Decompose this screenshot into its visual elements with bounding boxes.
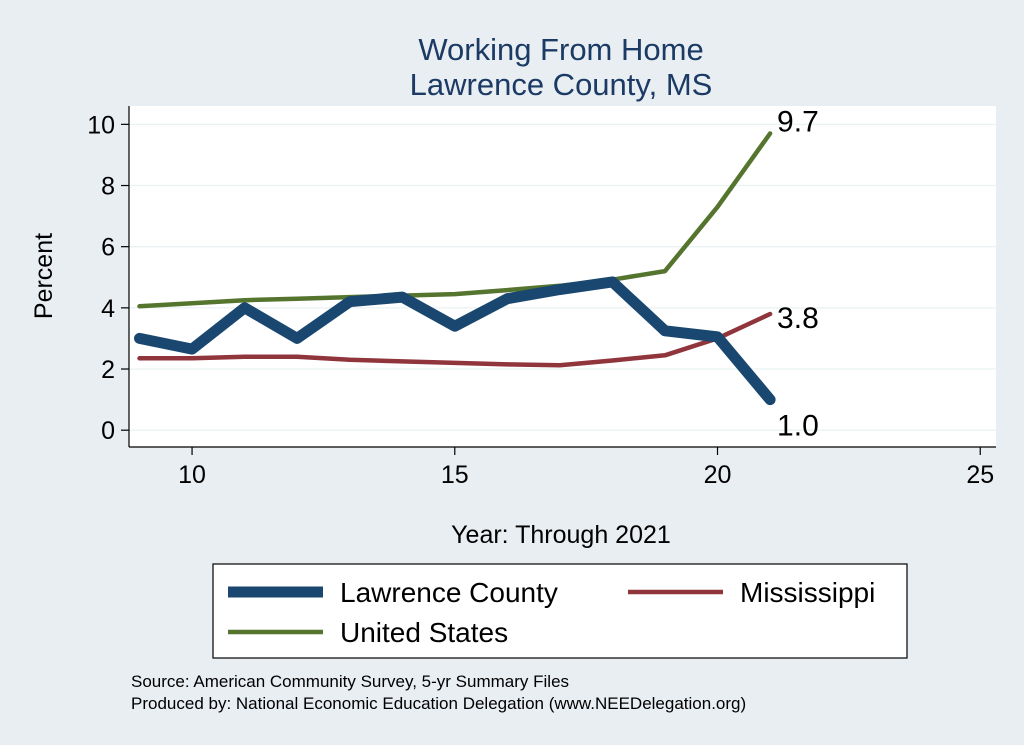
y-tick-label: 8 [101,173,115,201]
series-line-lawrence-county [134,276,776,406]
chart-title-line-2: Lawrence County, MS [410,67,713,102]
x-tick-label: 10 [178,461,206,489]
y-axis-title: Percent [30,233,58,319]
legend: Lawrence County Mississippi United States [228,577,875,648]
chart-title-line-1: Working From Home [418,32,703,67]
x-tick-label: 25 [966,461,994,489]
y-tick-label: 0 [101,417,115,445]
legend-label-united-states: United States [340,617,508,648]
series-lines [134,131,776,406]
end-label-lawrence-county: 1.0 [777,410,819,443]
source-note: Source: American Community Survey, 5-yr … [131,672,569,691]
series-line-mississippi [137,311,773,368]
producer-note: Produced by: National Economic Education… [131,694,746,713]
y-tick-label: 2 [101,356,115,384]
legend-label-lawrence-county: Lawrence County [340,577,558,608]
end-label-mississippi: 3.8 [777,302,819,335]
legend-box [212,563,908,659]
legend-label-mississippi: Mississippi [740,577,875,608]
x-tick-label: 15 [441,461,469,489]
y-tick-label: 10 [87,111,115,139]
plot-area [129,106,996,447]
gridlines [129,123,996,431]
axes: 0 2 4 6 8 10 10 15 20 25 [87,106,996,489]
x-tick-label: 20 [704,461,732,489]
series-line-united-states [137,131,773,309]
end-label-united-states: 9.7 [777,106,819,139]
y-tick-label: 6 [101,234,115,262]
end-labels: 3.8 9.7 1.0 [777,106,819,443]
y-tick-label: 4 [101,295,115,323]
x-axis-title: Year: Through 2021 [451,521,671,549]
